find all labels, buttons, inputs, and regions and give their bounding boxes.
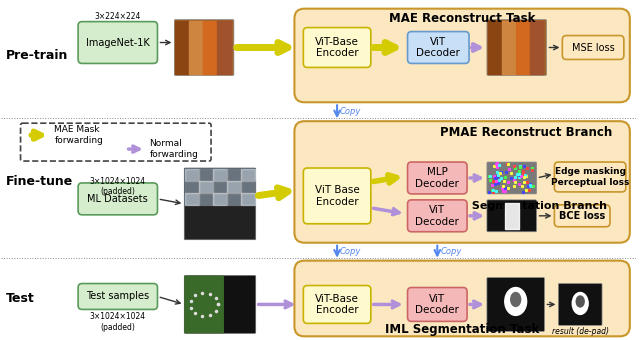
- FancyBboxPatch shape: [78, 22, 157, 64]
- FancyBboxPatch shape: [294, 8, 630, 102]
- Text: MLP
Decoder: MLP Decoder: [415, 167, 460, 189]
- Text: IML Segmentation Branch: IML Segmentation Branch: [446, 201, 607, 211]
- FancyBboxPatch shape: [487, 20, 547, 75]
- FancyBboxPatch shape: [563, 36, 624, 59]
- FancyBboxPatch shape: [408, 200, 467, 232]
- Text: Test: Test: [6, 292, 35, 305]
- Text: ViT-Base
Encoder: ViT-Base Encoder: [315, 37, 359, 58]
- Text: Copy: Copy: [340, 107, 362, 116]
- FancyBboxPatch shape: [554, 162, 626, 192]
- FancyBboxPatch shape: [487, 162, 536, 194]
- Text: PMAE Reconstruct Branch: PMAE Reconstruct Branch: [440, 126, 612, 139]
- Text: ImageNet-1K: ImageNet-1K: [86, 37, 150, 48]
- FancyBboxPatch shape: [184, 168, 256, 240]
- Text: Pre-train: Pre-train: [6, 49, 68, 62]
- Text: MAE Reconstruct Task: MAE Reconstruct Task: [389, 12, 535, 25]
- Text: Copy: Copy: [440, 247, 461, 256]
- FancyBboxPatch shape: [184, 275, 224, 333]
- Text: MAE Mask
forwarding: MAE Mask forwarding: [54, 125, 103, 145]
- Text: Edge masking
Perceptual loss: Edge masking Perceptual loss: [551, 167, 629, 187]
- Text: 3×224×224: 3×224×224: [95, 12, 141, 21]
- Text: result (de-pad): result (de-pad): [552, 327, 609, 336]
- FancyBboxPatch shape: [294, 121, 630, 243]
- Text: ML Datasets: ML Datasets: [88, 194, 148, 204]
- FancyBboxPatch shape: [184, 168, 256, 206]
- Text: Fine-tune: Fine-tune: [6, 175, 73, 188]
- FancyBboxPatch shape: [303, 286, 371, 323]
- Text: Normal
forwarding: Normal forwarding: [150, 139, 198, 159]
- Text: BCE loss: BCE loss: [559, 211, 605, 221]
- FancyBboxPatch shape: [294, 261, 630, 336]
- FancyBboxPatch shape: [558, 284, 602, 325]
- FancyBboxPatch shape: [554, 205, 610, 227]
- Text: ViT
Decoder: ViT Decoder: [415, 294, 460, 315]
- FancyBboxPatch shape: [408, 162, 467, 194]
- Text: MSE loss: MSE loss: [572, 42, 614, 52]
- FancyBboxPatch shape: [408, 288, 467, 321]
- FancyBboxPatch shape: [408, 32, 469, 64]
- FancyBboxPatch shape: [20, 123, 211, 161]
- Text: 3×1024×1024
(padded): 3×1024×1024 (padded): [90, 177, 146, 197]
- FancyBboxPatch shape: [303, 168, 371, 224]
- FancyBboxPatch shape: [303, 28, 371, 67]
- Text: Copy: Copy: [340, 247, 362, 256]
- Ellipse shape: [572, 292, 588, 314]
- Ellipse shape: [511, 292, 521, 306]
- FancyBboxPatch shape: [174, 20, 234, 75]
- FancyBboxPatch shape: [78, 284, 157, 309]
- Ellipse shape: [505, 288, 527, 316]
- Text: ViT
Decoder: ViT Decoder: [415, 205, 460, 227]
- Text: Test samples: Test samples: [86, 291, 149, 302]
- Text: ViT Base
Encoder: ViT Base Encoder: [315, 185, 360, 207]
- FancyBboxPatch shape: [487, 200, 536, 232]
- FancyBboxPatch shape: [184, 275, 256, 333]
- FancyBboxPatch shape: [487, 277, 545, 332]
- Text: ViT
Decoder: ViT Decoder: [417, 37, 460, 58]
- Text: ViT-Base
Encoder: ViT-Base Encoder: [315, 294, 359, 315]
- Ellipse shape: [576, 296, 584, 307]
- FancyBboxPatch shape: [78, 183, 157, 215]
- Text: 3×1024×1024
(padded): 3×1024×1024 (padded): [90, 312, 146, 332]
- Text: IML Segmentation Task: IML Segmentation Task: [385, 323, 540, 336]
